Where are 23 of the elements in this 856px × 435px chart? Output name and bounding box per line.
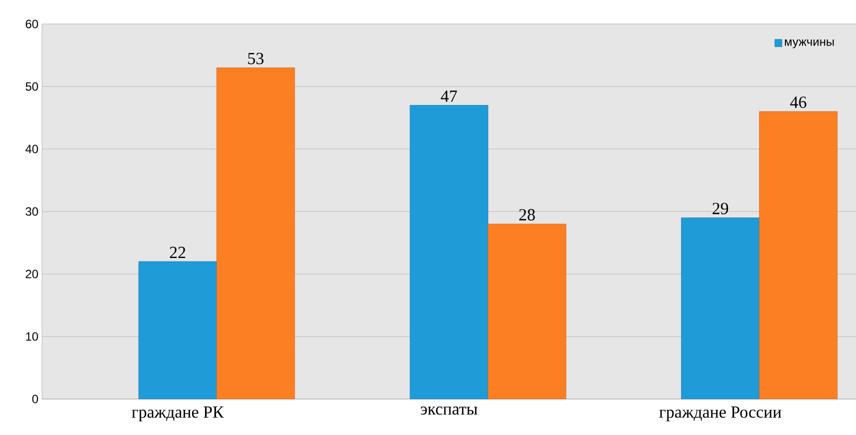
bar bbox=[488, 224, 566, 400]
bar bbox=[681, 218, 760, 400]
y-tick-label: 60 bbox=[26, 20, 38, 28]
x-tick-label: граждане России bbox=[659, 406, 782, 422]
data-label: 47 bbox=[440, 90, 457, 102]
y-tick-label: 40 bbox=[25, 144, 38, 154]
data-label: 28 bbox=[519, 209, 535, 220]
y-tick-label: 50 bbox=[26, 82, 38, 91]
y-tick-label: 20 bbox=[26, 270, 38, 278]
data-label: 22 bbox=[170, 246, 186, 258]
legend-label: мужчины bbox=[784, 39, 834, 48]
bar bbox=[138, 261, 217, 400]
y-tick-label: 0 bbox=[32, 394, 38, 404]
bar bbox=[216, 68, 295, 400]
x-tick-label: граждане РК bbox=[132, 406, 224, 422]
data-label: 53 bbox=[248, 52, 264, 64]
data-label: 29 bbox=[712, 202, 728, 214]
bar bbox=[759, 111, 838, 400]
x-tick-label: экспаты bbox=[420, 406, 478, 415]
y-tick-label: 10 bbox=[26, 332, 38, 341]
data-label: 46 bbox=[790, 96, 806, 108]
y-tick-label: 30 bbox=[26, 207, 38, 216]
bar bbox=[410, 105, 488, 400]
